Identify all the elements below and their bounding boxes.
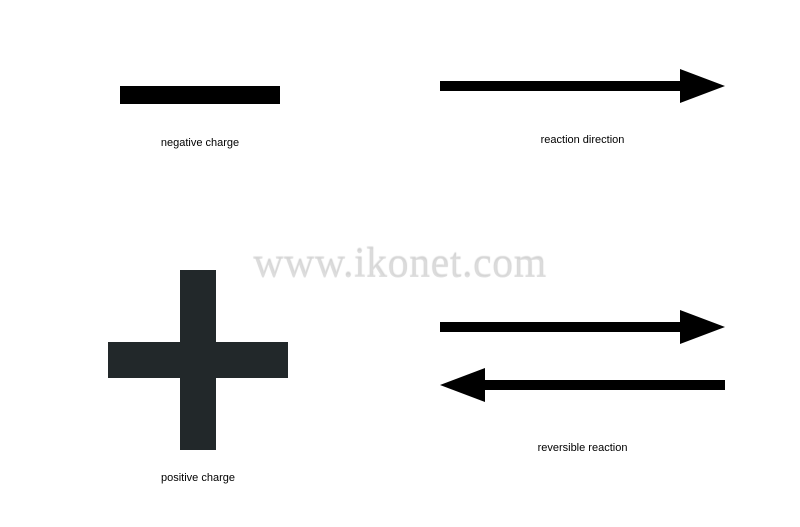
- positive-charge-block: positive charge: [108, 270, 288, 484]
- negative-charge-icon: [120, 75, 280, 115]
- reaction-direction-label: reaction direction: [541, 134, 625, 146]
- reversible-reaction-icon: [440, 300, 725, 420]
- reversible-reaction-label: reversible reaction: [538, 442, 628, 454]
- positive-charge-label: positive charge: [161, 472, 235, 484]
- reversible-reaction-block: reversible reaction: [440, 300, 725, 454]
- negative-charge-label: negative charge: [161, 137, 239, 149]
- reaction-direction-icon: [440, 60, 725, 112]
- negative-charge-block: negative charge: [120, 75, 280, 149]
- watermark-text: www.ikonet.com: [253, 240, 547, 288]
- positive-charge-icon: [108, 270, 288, 450]
- reaction-direction-block: reaction direction: [440, 60, 725, 146]
